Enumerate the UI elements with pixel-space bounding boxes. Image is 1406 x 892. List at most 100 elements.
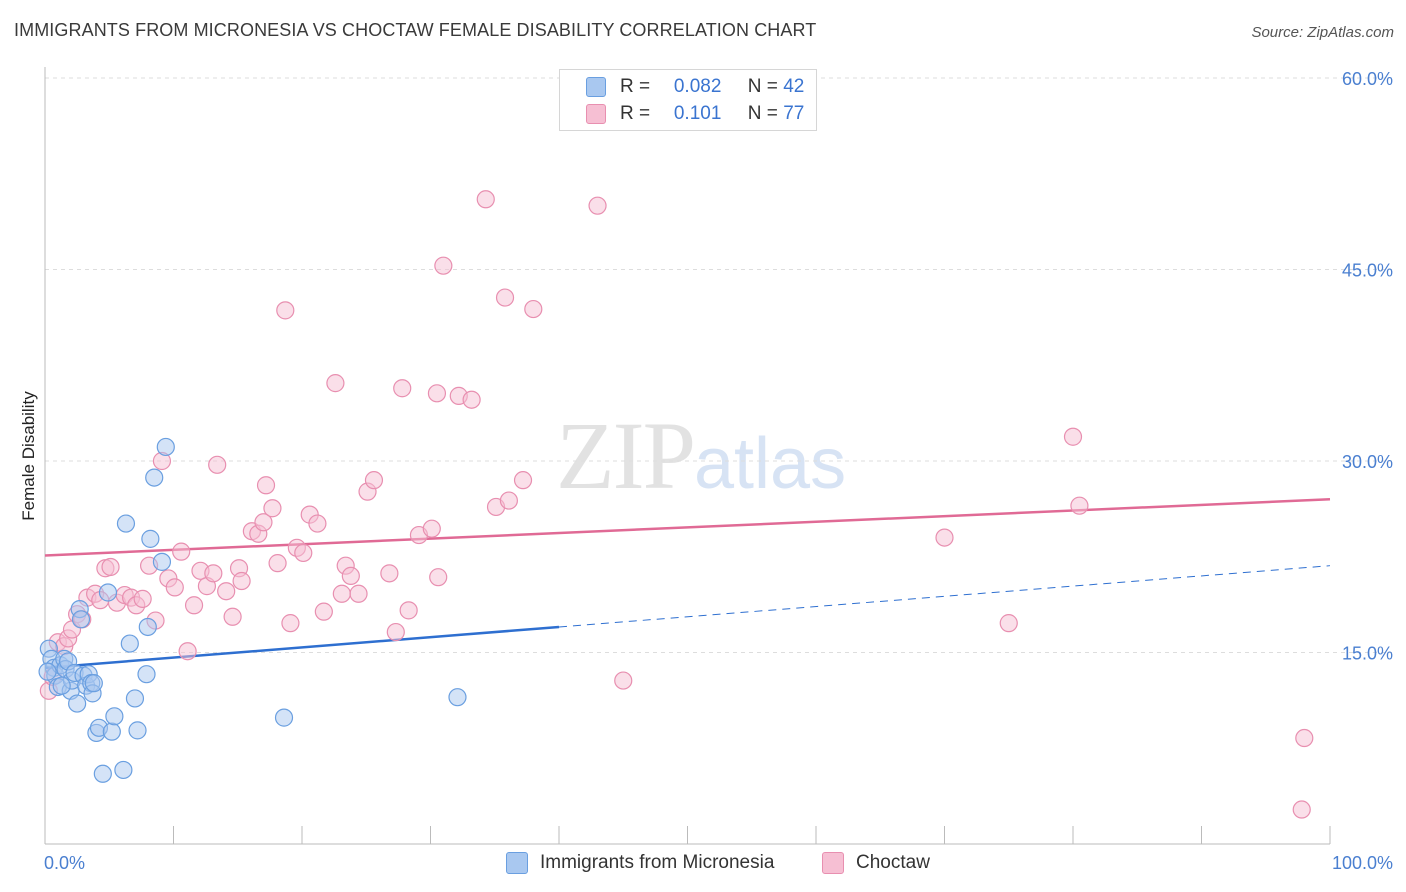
data-point — [184, 596, 204, 615]
data-point — [476, 190, 495, 209]
data-point — [93, 764, 112, 783]
legend-n-value: 42 — [783, 76, 805, 97]
data-point — [38, 662, 57, 681]
trend-lines — [44, 498, 1331, 670]
bottom-legend-choctaw: Choctaw — [822, 852, 930, 874]
data-point — [308, 514, 327, 533]
chart-title: IMMIGRANTS FROM MICRONESIA VS CHOCTAW FE… — [14, 20, 817, 40]
bottom-legend-label: Immigrants from Micronesia — [540, 852, 775, 873]
data-point — [434, 256, 453, 275]
data-point — [254, 513, 273, 532]
data-point — [274, 708, 294, 727]
data-point — [935, 528, 954, 547]
data-point — [145, 468, 164, 487]
choctaw-trend-line — [44, 498, 1331, 557]
micronesia-trend-extension — [558, 565, 1331, 628]
data-point — [152, 552, 172, 571]
data-point — [133, 589, 152, 608]
data-point — [332, 584, 351, 603]
bottom-legend-swatch-pink — [822, 852, 844, 874]
data-point — [120, 634, 139, 653]
data-point — [84, 674, 103, 693]
data-point — [208, 455, 227, 474]
legend-swatch-blue — [586, 77, 606, 97]
micronesia-points — [38, 437, 467, 783]
stats-legend: R = 0.082 N = 42 R = 0.101 N = 77 — [559, 69, 817, 131]
data-point — [125, 689, 145, 708]
data-point — [513, 471, 533, 490]
data-point — [232, 571, 251, 591]
legend-n-label: N = — [747, 76, 778, 97]
data-point — [462, 390, 481, 409]
legend-r-value: 0.101 — [673, 103, 722, 124]
legend-row-choctaw: R = 0.101 N = 77 — [586, 102, 804, 126]
data-point — [116, 514, 136, 533]
y-tick-label: 60.0% — [1342, 69, 1393, 89]
bottom-legend-micronesia: Immigrants from Micronesia — [506, 852, 774, 874]
data-point — [276, 301, 295, 320]
y-tick-label: 30.0% — [1342, 452, 1393, 472]
choctaw-points — [39, 190, 1314, 819]
legend-r-label: R = — [620, 103, 651, 124]
data-point — [380, 564, 399, 583]
data-point — [427, 384, 447, 403]
x-tick-label: 100.0% — [1332, 853, 1393, 873]
data-point — [495, 288, 515, 307]
y-tick-label: 45.0% — [1342, 261, 1393, 281]
data-point — [326, 374, 345, 393]
data-point — [314, 602, 333, 621]
data-point — [448, 688, 467, 707]
legend-n-value: 77 — [783, 103, 805, 124]
data-point — [393, 379, 412, 398]
data-point — [138, 617, 157, 637]
data-point — [105, 707, 124, 726]
data-point — [588, 196, 607, 215]
data-point — [341, 566, 360, 586]
data-point — [1295, 728, 1314, 748]
source-label: Source: ZipAtlas.com — [1251, 24, 1394, 41]
data-point — [217, 582, 236, 601]
data-point — [999, 614, 1018, 633]
data-point — [1292, 800, 1311, 819]
data-point — [281, 614, 300, 633]
data-point — [178, 642, 197, 661]
data-point — [223, 607, 242, 626]
data-point — [364, 471, 384, 490]
data-point — [263, 499, 282, 518]
micronesia-trend-line — [44, 625, 560, 670]
legend-r-value: 0.082 — [673, 76, 722, 97]
axis-labels: 15.0% 30.0% 45.0% 60.0% 0.0% 100.0% Female Dis… — [19, 69, 1393, 873]
data-point — [422, 519, 441, 538]
data-point — [429, 568, 448, 587]
data-point — [165, 578, 184, 597]
data-point — [172, 542, 191, 561]
data-point — [349, 584, 368, 603]
data-point — [256, 476, 276, 495]
watermark-zip: ZIP — [556, 402, 696, 509]
watermark: ZIPatlas — [556, 400, 846, 511]
bottom-legend-swatch-blue — [506, 852, 528, 874]
data-point — [137, 665, 156, 684]
data-point — [98, 583, 118, 602]
legend-n-label: N = — [747, 103, 778, 124]
axes — [44, 67, 1331, 845]
data-point — [114, 760, 133, 780]
x-tick-label: 0.0% — [44, 853, 85, 873]
bottom-legend-label: Choctaw — [856, 852, 930, 873]
data-point — [1063, 427, 1083, 446]
data-point — [102, 722, 121, 741]
legend-row-micronesia: R = 0.082 N = 42 — [586, 75, 804, 99]
data-point — [101, 557, 120, 577]
y-tick-label: 15.0% — [1342, 644, 1393, 664]
data-point — [386, 622, 405, 642]
data-point — [1070, 496, 1089, 515]
watermark-atlas: atlas — [694, 424, 847, 504]
y-axis-title: Female Disability — [19, 391, 38, 521]
data-point — [499, 491, 518, 510]
data-point — [524, 299, 543, 319]
data-point — [399, 601, 418, 620]
data-point — [268, 554, 287, 573]
data-point — [128, 721, 147, 740]
legend-swatch-pink — [586, 104, 606, 124]
